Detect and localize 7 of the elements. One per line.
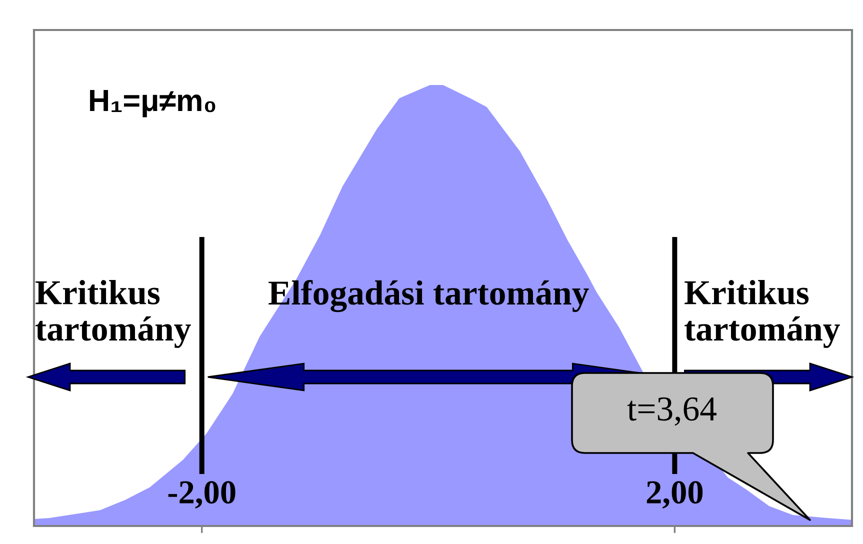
annotation: Kritikus tartomány [36,280,191,348]
annotation: t=3,64 [627,397,716,426]
chart-title: H₁=μ≠m₀ [90,90,216,118]
x-tick-label: -2,00 [168,481,236,508]
annotation: Kritikus tartomány [684,280,840,348]
annotation: Elfogadási tartomány [268,280,589,312]
x-tick-label: 2,00 [646,481,703,508]
